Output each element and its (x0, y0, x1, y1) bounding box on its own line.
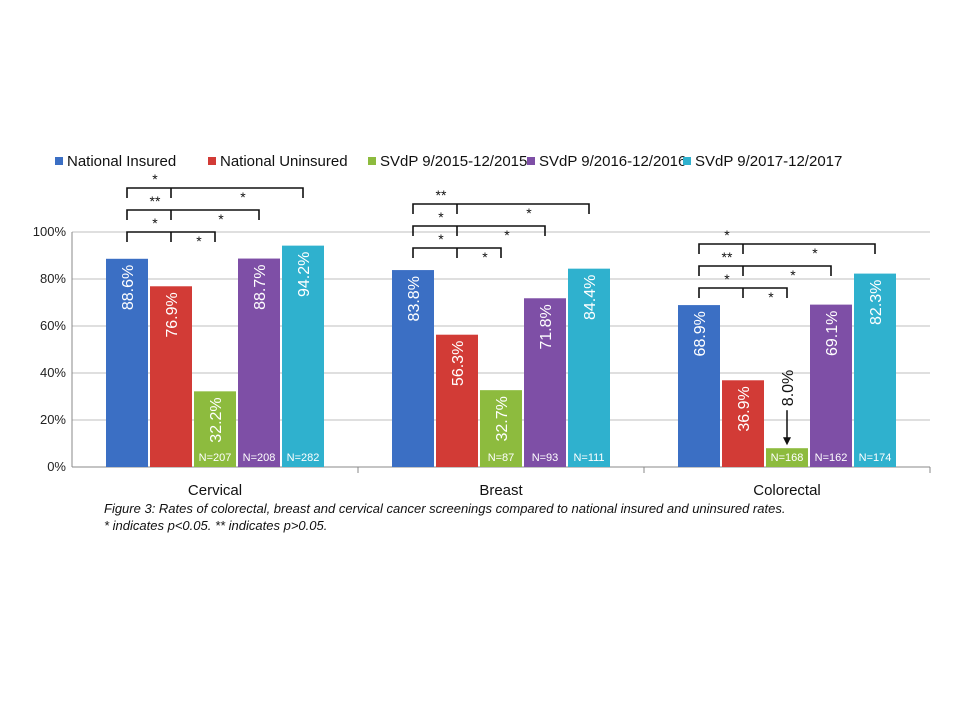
bar-n-label: N=208 (243, 452, 276, 464)
significance-marker: * (438, 209, 444, 225)
y-tick-label: 60% (40, 318, 66, 333)
bar-value-label: 83.8% (406, 276, 423, 321)
bar-n-label: N=168 (771, 452, 804, 464)
bar-value-label: 84.4% (582, 275, 599, 320)
bar-value-label: 71.8% (538, 304, 555, 349)
legend-label: National Insured (67, 153, 176, 170)
significance-marker: * (438, 231, 444, 247)
bar (810, 304, 852, 467)
significance-marker: * (724, 227, 730, 243)
significance-marker: * (218, 211, 224, 227)
bar (150, 286, 192, 467)
significance-marker: * (482, 249, 488, 265)
significance-marker: * (152, 215, 158, 231)
bar-value-label: 32.2% (208, 397, 225, 442)
bar (238, 258, 280, 467)
x-category-label: Colorectal (753, 482, 821, 499)
bar (282, 245, 324, 467)
x-category-label: Breast (479, 482, 523, 499)
bar (524, 298, 566, 467)
value-arrow-head (783, 437, 791, 446)
legend-swatch (55, 157, 63, 165)
legend-label: National Uninsured (220, 153, 348, 170)
bar (392, 270, 434, 467)
bar-n-label: N=162 (815, 452, 848, 464)
bar-n-label: N=282 (287, 452, 320, 464)
y-tick-label: 80% (40, 271, 66, 286)
significance-bracket (698, 243, 876, 254)
bar-value-label: 8.0% (780, 370, 797, 406)
significance-marker: * (724, 271, 730, 287)
bar (678, 305, 720, 467)
bar-n-label: N=174 (859, 452, 892, 464)
bar (854, 273, 896, 467)
y-tick-label: 20% (40, 412, 66, 427)
legend-swatch (368, 157, 376, 165)
significance-marker: ** (436, 187, 447, 203)
bar-n-label: N=111 (573, 452, 604, 464)
legend-swatch (208, 157, 216, 165)
chart: 0% 20% 40% 60% 80% 100% Cervical Breast Colorect… (33, 153, 931, 499)
bar-value-label: 94.2% (296, 252, 313, 297)
bar-value-label: 68.9% (692, 311, 709, 356)
caption-line-1: Figure 3: Rates of colorectal, breast an… (104, 501, 786, 516)
significance-bracket (412, 225, 546, 236)
bar-n-label: N=87 (488, 452, 515, 464)
bar-value-label: 88.7% (252, 265, 269, 310)
significance-bracket (412, 203, 590, 214)
y-tick-label: 100% (33, 224, 67, 239)
bar-n-label: N=93 (532, 452, 559, 464)
significance-marker: * (196, 233, 202, 249)
legend-label: SVdP 9/2015-12/2015 (380, 153, 527, 170)
significance-bracket (126, 209, 260, 220)
significance-bracket (126, 187, 304, 198)
significance-marker: * (526, 205, 532, 221)
bar (766, 448, 808, 467)
significance-marker: * (240, 189, 246, 205)
significance-marker: * (812, 245, 818, 261)
bar (194, 391, 236, 467)
legend-swatch (527, 157, 535, 165)
significance-marker: * (152, 171, 158, 187)
y-tick-label: 40% (40, 365, 66, 380)
y-tick-label: 0% (47, 459, 66, 474)
legend-label: SVdP 9/2017-12/2017 (695, 153, 842, 170)
significance-marker: * (768, 289, 774, 305)
legend-label: SVdP 9/2016-12/2016 (539, 153, 686, 170)
bar (436, 334, 478, 467)
bar-value-label: 36.9% (736, 386, 753, 431)
significance-marker: ** (722, 249, 733, 265)
bar-value-label: 76.9% (164, 292, 181, 337)
caption-line-2: * indicates p<0.05. ** indicates p>0.05. (104, 518, 328, 533)
bar (568, 268, 610, 467)
significance-marker: * (790, 267, 796, 283)
bar (106, 258, 148, 467)
bar (480, 390, 522, 467)
bar-value-label: 56.3% (450, 341, 467, 386)
bar-n-label: N=207 (199, 452, 232, 464)
legend-swatch (683, 157, 691, 165)
significance-marker: * (504, 227, 510, 243)
figure-caption: Figure 3: Rates of colorectal, breast an… (104, 500, 924, 534)
bar-value-label: 69.1% (824, 311, 841, 356)
x-category-label: Cervical (188, 482, 242, 499)
bar (722, 380, 764, 467)
significance-marker: ** (150, 193, 161, 209)
bar-value-label: 82.3% (868, 280, 885, 325)
bar-value-label: 88.6% (120, 265, 137, 310)
significance-bracket (698, 265, 832, 276)
bar-value-label: 32.7% (494, 396, 511, 441)
